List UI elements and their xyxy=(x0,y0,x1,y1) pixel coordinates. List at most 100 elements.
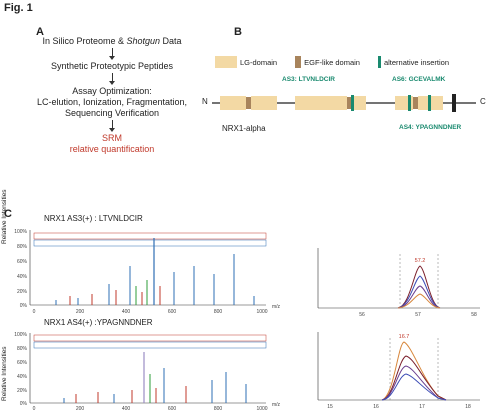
lg-domain-2 xyxy=(251,96,277,110)
panel-b-label: B xyxy=(234,26,242,38)
spectrum1-ytick: 80% xyxy=(17,244,28,250)
step-lc-elution: LC-elution, Ionization, Fragmentation, xyxy=(36,97,188,107)
step-in-silico-post: Data xyxy=(160,36,182,46)
domain-legend: LG-domain EGF-like domain alternative in… xyxy=(215,56,449,68)
spectrum1-xticks: 0 200 400 600 800 1000 m/z xyxy=(33,304,281,315)
spectrum1-xtick: 600 xyxy=(168,309,177,315)
spectrum2-ylabel: Relative Intensities xyxy=(1,346,8,401)
workflow-diagram: In Silico Proteome & Shotgun Data Synthe… xyxy=(22,36,202,155)
chrom1-xtick: 57 xyxy=(415,312,421,318)
lg-domain-5 xyxy=(352,96,366,110)
spectrum2-plot: 100% 80% 60% 40% 20% 0% 0 200 400 600 80… xyxy=(14,332,281,412)
spectrum1-xtick: 200 xyxy=(76,309,85,315)
legend-egf-domain-label: EGF-like domain xyxy=(304,57,360,67)
step-in-silico: In Silico Proteome & Shotgun Data xyxy=(22,36,202,47)
lg-domain-3 xyxy=(295,96,321,110)
spectrum1-ytick: 40% xyxy=(17,274,28,280)
egf-domain-2 xyxy=(347,97,352,109)
step-synthetic-peptides: Synthetic Proteotypic Peptides xyxy=(50,61,174,71)
protein-name: NRX1-alpha xyxy=(222,124,266,133)
flow-arrow xyxy=(22,72,202,86)
lg-domain-4 xyxy=(321,96,347,110)
lg-domain-swatch xyxy=(215,56,237,68)
chrom2-trace xyxy=(381,365,447,401)
spectrum2-y-ion-ladder xyxy=(33,341,267,349)
chrom2-peak-label: 16.7 xyxy=(399,334,410,340)
legend-lg-domain: LG-domain xyxy=(215,56,277,68)
chrom2-trace xyxy=(381,373,447,401)
chrom1-xtick: 58 xyxy=(471,312,477,318)
lg-domain-1 xyxy=(220,96,246,110)
egf-domain-3 xyxy=(413,97,418,109)
spectrum2-ytick: 0% xyxy=(20,401,28,407)
spectrum2-ytick: 80% xyxy=(17,346,28,352)
n-terminus: N xyxy=(202,97,208,106)
as4-label: AS4: YPAGNNDNER xyxy=(399,124,462,131)
spectrum2-title: NRX1 AS4(+) :YPAGNNDNER xyxy=(44,318,153,327)
step-sequencing: Sequencing Verification xyxy=(64,108,160,118)
legend-alt-insertion-label: alternative insertion xyxy=(383,57,450,67)
as6-insertion-marker xyxy=(428,95,431,111)
spectrum1-b-ion-ladder xyxy=(33,232,267,240)
spectrum1-ytick: 0% xyxy=(20,303,28,309)
nrx1-domain-map xyxy=(212,94,476,112)
spectrum2-ytick: 20% xyxy=(17,388,28,394)
spectrum1-y-ion-ladder xyxy=(33,239,267,247)
spectrum2-xtick: 0 xyxy=(33,406,36,412)
legend-lg-domain-label: LG-domain xyxy=(240,57,278,67)
as4-insertion-marker xyxy=(408,95,411,111)
spectrum1-peaks xyxy=(55,238,255,305)
spectrum1-xunit: m/z xyxy=(272,304,281,310)
spectrum2-b-ion-ladder xyxy=(33,334,267,342)
spectrum2-yticks: 100% 80% 60% 40% 20% 0% xyxy=(14,332,27,407)
step-assay-optimization: Assay Optimization: xyxy=(72,86,152,96)
as6-label: AS6: GCEVALMK xyxy=(392,76,446,83)
egf-domain-1 xyxy=(246,97,251,109)
transmembrane-marker xyxy=(452,94,456,112)
alt-insertion-swatch xyxy=(377,56,381,68)
spectrum1-plot: 100% 80% 60% 40% 20% 0% 0 200 400 600 80… xyxy=(14,229,281,315)
chrom2-xtick: 16 xyxy=(373,404,379,410)
figure-title: Fig. 1 xyxy=(4,2,33,14)
chrom2-xtick: 18 xyxy=(465,404,471,410)
spectrum1-title: NRX1 AS3(+) : LTVNLDCIR xyxy=(44,214,143,223)
spectrum2-xtick: 400 xyxy=(122,406,131,412)
lg-domain-8 xyxy=(431,96,443,110)
chrom1-xtick: 56 xyxy=(359,312,365,318)
spectrum2-xunit: m/z xyxy=(272,402,281,408)
chrom2-trace xyxy=(381,355,447,401)
spectrum2-peaks xyxy=(63,352,247,403)
legend-alt-insertion: alternative insertion xyxy=(377,56,450,68)
panel-a-label: A xyxy=(36,26,44,38)
chrom1-trace xyxy=(397,265,441,309)
step-in-silico-italic: Shotgun xyxy=(126,36,161,46)
chrom2-xticks: 15 16 17 18 xyxy=(327,404,471,410)
lg-domain-7 xyxy=(418,96,428,110)
spectrum2-xtick: 200 xyxy=(76,406,85,412)
spectrum1-ytick: 20% xyxy=(17,289,28,295)
chrom2-trace xyxy=(381,341,447,401)
spectrum2-ytick: 60% xyxy=(17,360,28,366)
chrom1-trace xyxy=(397,275,441,309)
spectrum1-xtick: 800 xyxy=(214,309,223,315)
legend-egf-domain: EGF-like domain xyxy=(295,56,360,68)
spectrum1-ytick: 100% xyxy=(14,229,27,235)
spectrum2-xtick: 800 xyxy=(214,406,223,412)
c-terminus: C xyxy=(480,97,486,106)
spectrum1-ytick: 60% xyxy=(17,259,28,265)
step-in-silico-pre: In Silico Proteome & xyxy=(42,36,127,46)
chrom1-trace xyxy=(397,285,441,309)
chrom1-trace xyxy=(397,293,441,309)
spectrum2-ytick: 40% xyxy=(17,374,28,380)
chrom2-xtick: 17 xyxy=(419,404,425,410)
srm-subtitle: relative quantification xyxy=(69,144,155,154)
spectrum2-xtick: 1000 xyxy=(256,406,267,412)
as3-label: AS3: LTVNLDCIR xyxy=(282,76,335,83)
egf-domain-swatch xyxy=(295,56,302,68)
spectrum2-xticks: 0 200 400 600 800 1000 m/z xyxy=(33,402,281,412)
spectrum2-xtick: 600 xyxy=(168,406,177,412)
flow-arrow xyxy=(22,119,202,133)
as3-insertion-marker xyxy=(351,95,354,111)
chromatogram1-plot: 57.2 56 57 58 xyxy=(317,248,480,318)
srm-label: SRM xyxy=(102,133,122,143)
